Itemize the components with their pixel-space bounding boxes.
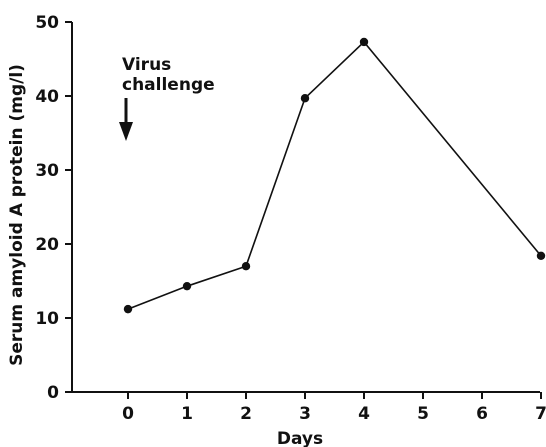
x-ticks: 0 1 2 3 4 5 6 7 — [122, 392, 546, 424]
y-tick-label: 50 — [35, 13, 59, 33]
data-point — [359, 37, 369, 47]
data-point — [182, 281, 192, 291]
x-tick-label: 0 — [122, 404, 134, 424]
x-tick-label: 1 — [181, 404, 193, 424]
series-line — [127, 40, 542, 310]
x-tick-label: 7 — [535, 404, 546, 424]
data-point — [241, 262, 251, 271]
data-point — [536, 251, 546, 261]
annotation-text: Virus — [122, 55, 171, 75]
data-point — [123, 304, 133, 314]
x-tick-label: 2 — [240, 404, 252, 424]
y-tick-label: 20 — [35, 235, 59, 255]
x-tick-label: 3 — [299, 404, 311, 424]
annotation-text: challenge — [122, 75, 215, 95]
x-tick-label: 4 — [358, 404, 370, 424]
y-tick-label: 0 — [47, 383, 59, 403]
y-tick-label: 30 — [35, 161, 59, 181]
series-group — [123, 37, 546, 314]
x-tick-label: 6 — [476, 404, 488, 424]
y-tick-label: 10 — [35, 309, 59, 329]
y-ticks: 0 10 20 30 40 50 — [35, 13, 72, 403]
x-tick-label: 5 — [417, 404, 429, 424]
axes: 0 10 20 30 40 50 0 1 2 3 4 5 6 7 — [35, 13, 546, 424]
arrow-down-icon — [119, 122, 133, 141]
y-tick-label: 40 — [35, 87, 59, 107]
x-axis-title: Days — [277, 429, 323, 447]
y-axis-title: Serum amyloid A protein (mg/l) — [7, 64, 27, 366]
data-point — [300, 94, 310, 103]
